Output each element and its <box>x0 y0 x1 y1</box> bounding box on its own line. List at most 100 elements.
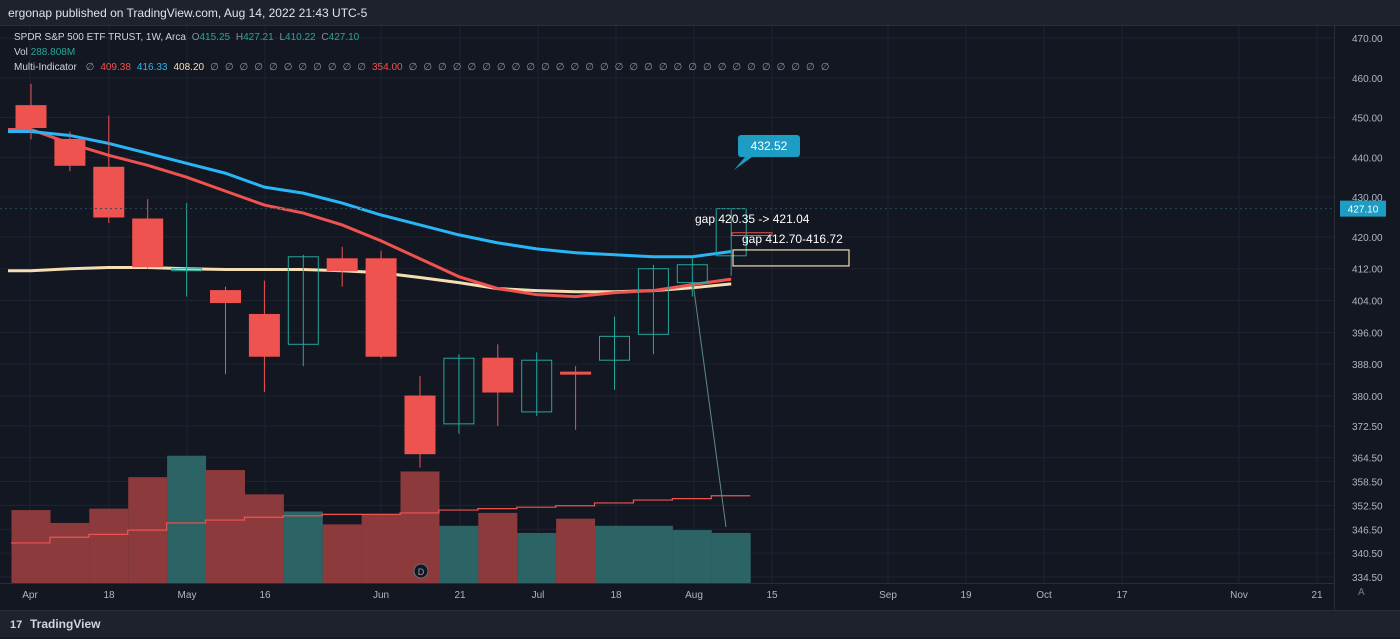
time-axis-label: May <box>178 590 197 601</box>
price-chart[interactable]: gap 420.35 -> 421.04 gap 412.70-416.72 432… <box>0 26 1400 610</box>
gap-zone-small <box>731 232 773 237</box>
price-axis-label: 380.00 <box>1352 392 1383 403</box>
candle-down <box>404 395 436 455</box>
indicator-value: ∅ <box>313 62 322 73</box>
candle-up <box>287 256 319 345</box>
price-axis-label: 388.00 <box>1352 360 1383 371</box>
volume-value: 288.808M <box>30 47 76 58</box>
indicator-value: ∅ <box>791 62 800 73</box>
gap-box-annotation-label: gap 412.70-416.72 <box>742 232 843 246</box>
price-axis-label: 440.00 <box>1352 153 1383 164</box>
legend-symbol[interactable]: SPDR S&P 500 ETF TRUST, 1W, Arca <box>14 32 186 43</box>
indicator-value: ∅ <box>614 62 624 73</box>
indicator-value: ∅ <box>673 62 683 73</box>
indicator-value: ∅ <box>496 62 506 73</box>
indicator-value: ∅ <box>776 62 786 73</box>
volume-bar <box>633 525 673 583</box>
candle-down <box>132 218 164 268</box>
time-axis-label: Oct <box>1036 590 1052 601</box>
indicator-value: ∅ <box>761 62 771 73</box>
price-axis-label: 430.00 <box>1352 193 1383 204</box>
time-axis-label: Sep <box>879 590 897 601</box>
indicator-value: 409.38 <box>100 62 131 73</box>
tradingview-brand[interactable]: 17 TradingView <box>10 611 100 639</box>
candle-up <box>676 264 708 284</box>
current-price-tag <box>1340 200 1386 217</box>
indicator-value: ∅ <box>717 62 727 73</box>
indicator-value: ∅ <box>357 62 366 73</box>
legend-indicator-row: Multi-Indicator ∅ 409.38 416.33 408.20 ∅ ∅ ∅ ∅ ∅… <box>14 60 829 75</box>
chart-area[interactable]: gap 420.35 -> 421.04 gap 412.70-416.72 432… <box>0 26 1400 610</box>
dividend-marker-icon <box>413 563 429 579</box>
indicator-value: ∅ <box>239 62 249 73</box>
price-axis-label: 340.50 <box>1352 549 1383 560</box>
volume-bar <box>711 532 751 583</box>
indicator-value: ∅ <box>452 62 462 73</box>
volume-bar <box>439 525 479 583</box>
time-axis-label: Apr <box>22 590 38 601</box>
indicator-value: ∅ <box>526 62 536 73</box>
time-axis-label: Jul <box>532 590 545 601</box>
volume-bar <box>50 522 90 583</box>
indicator-value: ∅ <box>438 62 447 73</box>
volume-label[interactable]: Vol <box>14 47 28 58</box>
tradingview-logo-icon: 17 <box>10 619 23 631</box>
footer-bar: 17 TradingView <box>0 610 1400 637</box>
publish-info: ergonap published on TradingView.com, Au… <box>8 6 368 20</box>
price-axis-label: 352.50 <box>1352 501 1383 512</box>
time-axis-border <box>0 583 1334 584</box>
volume-bar <box>517 532 557 583</box>
price-axis-label: 470.00 <box>1352 34 1383 45</box>
indicator-value: ∅ <box>585 62 594 73</box>
indicator-value: ∅ <box>747 62 756 73</box>
low-value: 410.22 <box>285 32 316 43</box>
indicator-value: ∅ <box>644 62 653 73</box>
volume-bar <box>11 510 51 583</box>
time-axis-label: Aug <box>685 590 703 601</box>
volume-bar <box>361 514 401 583</box>
open-label: O <box>191 32 200 43</box>
indicator-value: ∅ <box>629 62 639 73</box>
price-axis-label: 358.50 <box>1352 478 1383 489</box>
indicator-value: ∅ <box>482 62 491 73</box>
time-axis-label: 17 <box>1116 590 1128 601</box>
price-axis-label: 372.50 <box>1352 422 1383 433</box>
indicator-label[interactable]: Multi-Indicator <box>14 62 77 73</box>
volume-bar <box>595 525 634 583</box>
indicator-value: ∅ <box>599 62 609 73</box>
price-axis-label: 334.50 <box>1352 573 1383 584</box>
indicator-value: ∅ <box>570 62 580 73</box>
indicator-value: 408.20 <box>173 62 205 73</box>
volume-bar <box>283 511 323 583</box>
auto-scale-button[interactable]: A <box>1358 587 1365 598</box>
time-axis-label: 21 <box>454 590 466 601</box>
ma-red-line <box>8 127 732 299</box>
dividend-marker-label: D <box>418 567 425 577</box>
indicator-value: 416.33 <box>136 62 168 73</box>
gap-zone-box <box>732 249 850 267</box>
price-axis-label: 460.00 <box>1352 74 1383 85</box>
indicator-value: ∅ <box>210 62 219 73</box>
time-axis-label: 15 <box>766 590 778 601</box>
open-value: 415.25 <box>199 32 231 43</box>
trend-line <box>692 282 727 528</box>
price-axis-label: 412.00 <box>1352 265 1383 276</box>
price-axis-label: 404.00 <box>1352 297 1383 308</box>
candle-down <box>326 258 358 272</box>
indicator-value: ∅ <box>555 62 565 73</box>
indicator-value: ∅ <box>298 62 308 73</box>
low-label: L <box>279 32 286 43</box>
candle-up <box>521 359 553 413</box>
candle-down <box>210 290 241 304</box>
price-axis-label: 420.00 <box>1352 233 1383 244</box>
indicator-value: ∅ <box>511 62 521 73</box>
candle-down <box>15 105 47 129</box>
indicator-value: ∅ <box>283 62 293 73</box>
volume-bar <box>672 530 712 583</box>
volume-bar <box>556 518 596 583</box>
price-axis-label: 364.50 <box>1352 454 1383 465</box>
indicator-value: ∅ <box>408 62 418 73</box>
volume-ma-line <box>11 495 751 544</box>
indicator-value: ∅ <box>702 62 712 73</box>
gap-annotation-label: gap 420.35 -> 421.04 <box>695 212 810 226</box>
